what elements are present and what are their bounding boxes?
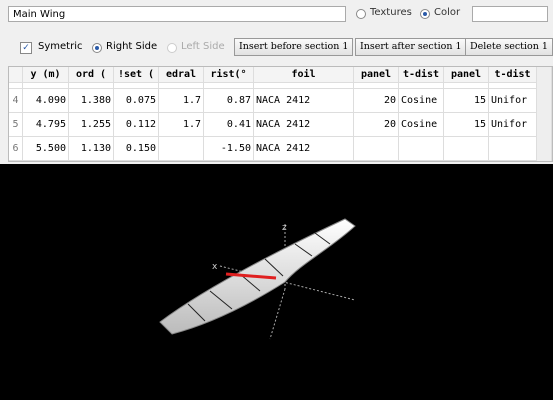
column-header: ord (	[69, 67, 114, 83]
right-side-label[interactable]: Right Side	[106, 41, 157, 52]
left-side-radio	[167, 43, 177, 53]
3d-viewport: x z	[0, 164, 553, 400]
column-header: panel	[354, 67, 399, 83]
column-header: panel	[444, 67, 489, 83]
delete-button[interactable]: Delete section 1	[465, 38, 553, 56]
row-number: 6	[9, 137, 23, 161]
column-header: !set (	[114, 67, 159, 83]
column-header: rist(°	[204, 67, 254, 83]
table-cell: 1.7	[159, 89, 204, 113]
row-number: 5	[9, 113, 23, 137]
table-cell: 20	[354, 89, 399, 113]
table-cell: Cosine	[399, 89, 444, 113]
table-cell: 1.380	[69, 89, 114, 113]
column-header: edral	[159, 67, 204, 83]
insert-before-button[interactable]: Insert before section 1	[234, 38, 353, 56]
column-header: y (m)	[23, 67, 69, 83]
scrollbar	[537, 67, 552, 162]
table-cell: 0.41	[204, 113, 254, 137]
table-cell: 20	[354, 113, 399, 137]
symetric-checkbox[interactable]: ✓	[20, 42, 32, 54]
table-cell: NACA 2412	[254, 113, 354, 137]
symetric-label[interactable]: Symetric	[38, 41, 82, 52]
insert-after-button[interactable]: Insert after section 1	[355, 38, 467, 56]
table-cell	[399, 137, 444, 161]
table-cell: Unifor	[489, 113, 537, 137]
table-cell: 15	[444, 89, 489, 113]
textures-label[interactable]: Textures	[370, 7, 412, 18]
table-cell: 1.7	[159, 113, 204, 137]
table-cell: 0.150	[114, 137, 159, 161]
right-side-radio[interactable]	[92, 43, 102, 53]
left-side-label: Left Side	[181, 41, 225, 52]
header-cell	[9, 67, 23, 83]
table-cell: 5.500	[23, 137, 69, 161]
table-cell: Cosine	[399, 113, 444, 137]
table-cell: 0.87	[204, 89, 254, 113]
table-cell: NACA 2412	[254, 89, 354, 113]
table-cell	[444, 137, 489, 161]
x-axis-label: x	[212, 262, 218, 272]
row-number: 4	[9, 89, 23, 113]
color-label[interactable]: Color	[434, 7, 460, 18]
table-cell	[354, 137, 399, 161]
sections-table: 32.6801.6300.0001.71.12NACA 241220Cosine…	[8, 66, 553, 162]
color-box[interactable]	[472, 6, 548, 22]
textures-radio[interactable]	[356, 9, 366, 19]
z-axis-label: z	[282, 223, 287, 233]
column-header: t-dist	[399, 67, 444, 83]
wing-name-field[interactable]: Main Wing	[8, 6, 346, 22]
table-cell: 4.795	[23, 113, 69, 137]
table-cell: 1.255	[69, 113, 114, 137]
app-window: Main Wing Textures Color ✓ Symetric Righ…	[0, 0, 553, 400]
table-cell: 1.130	[69, 137, 114, 161]
table-cell: 4.090	[23, 89, 69, 113]
color-radio[interactable]	[420, 9, 430, 19]
table-cell: 0.075	[114, 89, 159, 113]
table-cell	[489, 137, 537, 161]
table-cell: Unifor	[489, 89, 537, 113]
column-header: foil	[254, 67, 354, 83]
table-cell: NACA 2412	[254, 137, 354, 161]
column-header: t-dist	[489, 67, 537, 83]
table-cell: 15	[444, 113, 489, 137]
table-cell: 0.112	[114, 113, 159, 137]
table-cell	[159, 137, 204, 161]
table-cell: -1.50	[204, 137, 254, 161]
